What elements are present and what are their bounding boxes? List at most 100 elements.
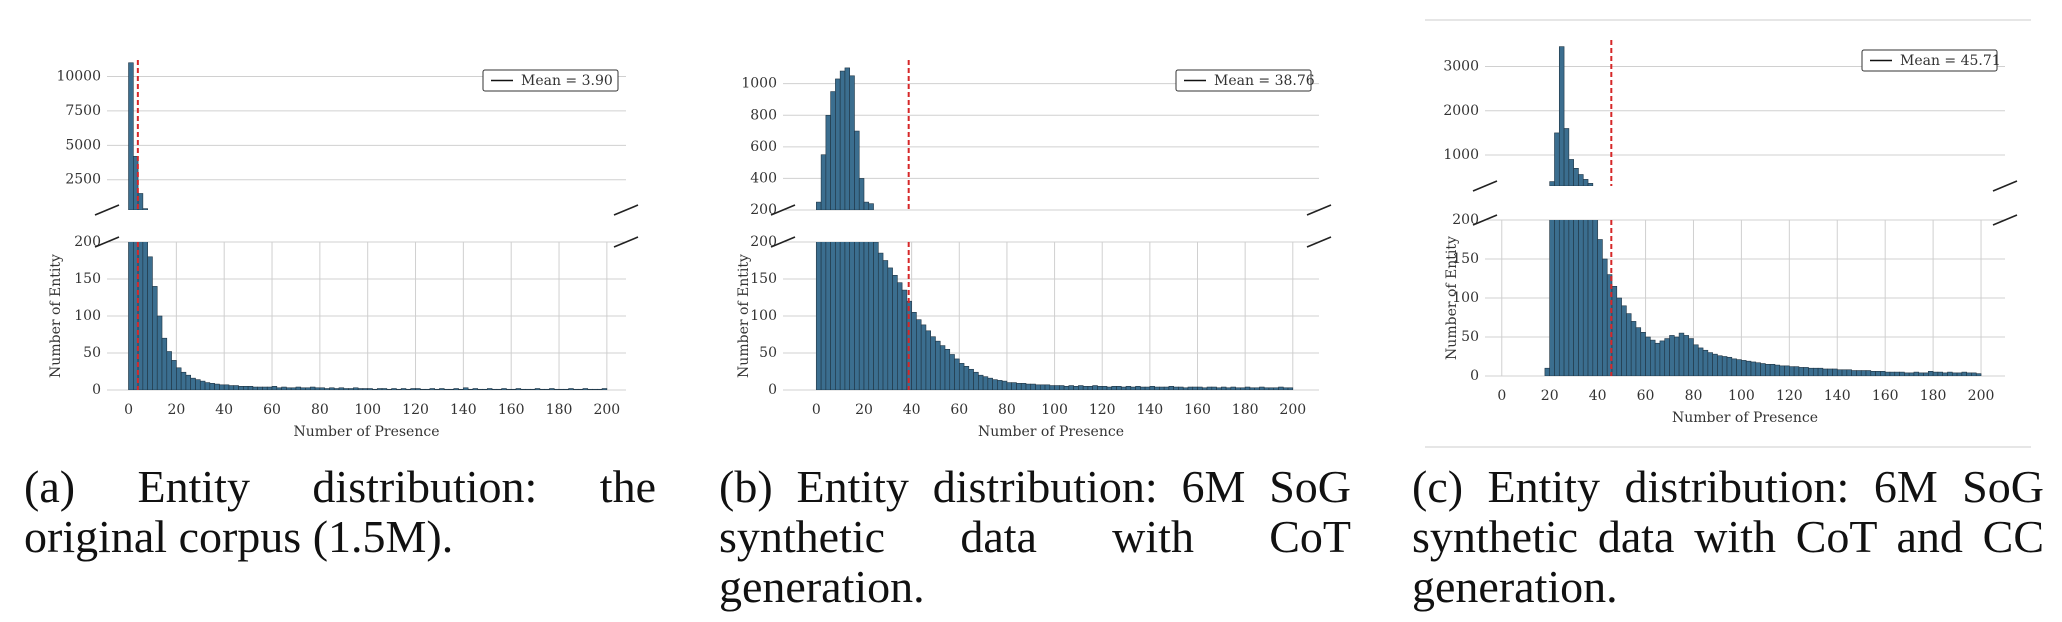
bar xyxy=(920,324,927,390)
bar xyxy=(367,388,373,390)
bar xyxy=(911,311,917,390)
bar xyxy=(1803,367,1809,376)
bar xyxy=(1789,366,1795,376)
bar xyxy=(271,385,278,390)
break-mark xyxy=(1306,236,1332,248)
bar xyxy=(534,388,541,390)
bar xyxy=(1211,386,1217,390)
bar xyxy=(1025,383,1032,390)
legend-label: Mean = 3.90 xyxy=(521,73,613,89)
x-tick-label: 180 xyxy=(546,402,573,418)
bar xyxy=(324,388,330,390)
bar xyxy=(1001,380,1008,390)
bar xyxy=(1582,220,1589,376)
bar xyxy=(601,388,608,390)
bar xyxy=(1975,373,1982,376)
bar xyxy=(1259,386,1265,390)
bar xyxy=(1683,335,1689,376)
bars xyxy=(128,242,608,390)
bar xyxy=(1216,387,1222,390)
bar xyxy=(1602,258,1608,376)
bar xyxy=(1154,386,1160,390)
y-axis-label: Number of Entity xyxy=(736,254,752,378)
bar xyxy=(1554,220,1560,376)
break-mark xyxy=(1472,180,1498,192)
bar xyxy=(338,387,345,390)
bar xyxy=(1899,371,1905,376)
bar xyxy=(1951,372,1958,376)
x-tick-label: 80 xyxy=(998,402,1016,418)
bar xyxy=(1578,174,1584,186)
break-mark xyxy=(613,236,639,248)
bar xyxy=(1578,220,1584,376)
bar xyxy=(1554,132,1560,186)
x-tick-label: 40 xyxy=(1589,388,1607,404)
bar xyxy=(854,130,860,210)
bar xyxy=(1808,367,1814,376)
bar xyxy=(1702,349,1709,376)
bar xyxy=(1741,360,1747,376)
bar xyxy=(1054,385,1060,390)
bar xyxy=(1697,347,1704,376)
y-tick-label: 3000 xyxy=(1443,59,1479,75)
bar xyxy=(1712,353,1718,376)
bar xyxy=(486,388,493,390)
bar xyxy=(1913,371,1920,376)
bars xyxy=(1549,46,1594,186)
bar xyxy=(1544,367,1551,376)
bar xyxy=(1707,352,1713,376)
bar xyxy=(1745,360,1752,376)
bars xyxy=(816,67,874,210)
bar xyxy=(376,388,383,390)
bar xyxy=(1035,384,1041,390)
bar xyxy=(276,387,282,390)
bar xyxy=(1664,338,1670,376)
bar xyxy=(1078,385,1084,390)
bar xyxy=(1630,321,1637,376)
bars xyxy=(1544,220,1982,376)
bar xyxy=(1563,220,1570,376)
bar xyxy=(1163,386,1170,390)
x-tick-label: 160 xyxy=(1184,402,1211,418)
bar xyxy=(152,286,158,390)
bar xyxy=(262,386,268,390)
bar xyxy=(161,337,168,390)
bar xyxy=(1880,371,1886,376)
bar xyxy=(1206,386,1213,390)
bar xyxy=(892,274,898,390)
bar xyxy=(1130,386,1136,390)
x-tick-label: 40 xyxy=(215,402,233,418)
bar xyxy=(1966,372,1972,376)
bar xyxy=(137,193,144,210)
bar xyxy=(1827,368,1833,376)
x-tick-label: 0 xyxy=(812,402,821,418)
bar xyxy=(1263,387,1270,390)
bar xyxy=(525,388,531,390)
bar xyxy=(128,62,134,210)
bar xyxy=(877,252,884,390)
bar xyxy=(319,387,325,390)
x-tick-label: 160 xyxy=(1872,388,1899,404)
bar xyxy=(1168,385,1174,390)
bar xyxy=(1812,367,1819,376)
bar xyxy=(501,388,507,390)
bar xyxy=(309,386,316,390)
bar xyxy=(1731,358,1737,376)
bar xyxy=(214,383,220,390)
bar xyxy=(233,385,239,390)
bar xyxy=(992,379,998,390)
bar xyxy=(1942,372,1948,376)
bar xyxy=(238,385,244,390)
y-tick-label: 200 xyxy=(74,234,101,250)
bar xyxy=(1097,385,1103,390)
legend-label: Mean = 38.76 xyxy=(1214,73,1315,89)
bar xyxy=(281,386,287,390)
y-tick-label: 0 xyxy=(1470,368,1479,384)
x-tick-label: 20 xyxy=(855,402,873,418)
break-mark xyxy=(613,204,639,216)
bar xyxy=(1592,220,1598,376)
bar xyxy=(1063,385,1070,390)
y-tick-label: 150 xyxy=(74,271,101,287)
bar xyxy=(1841,369,1848,376)
x-tick-label: 40 xyxy=(903,402,921,418)
